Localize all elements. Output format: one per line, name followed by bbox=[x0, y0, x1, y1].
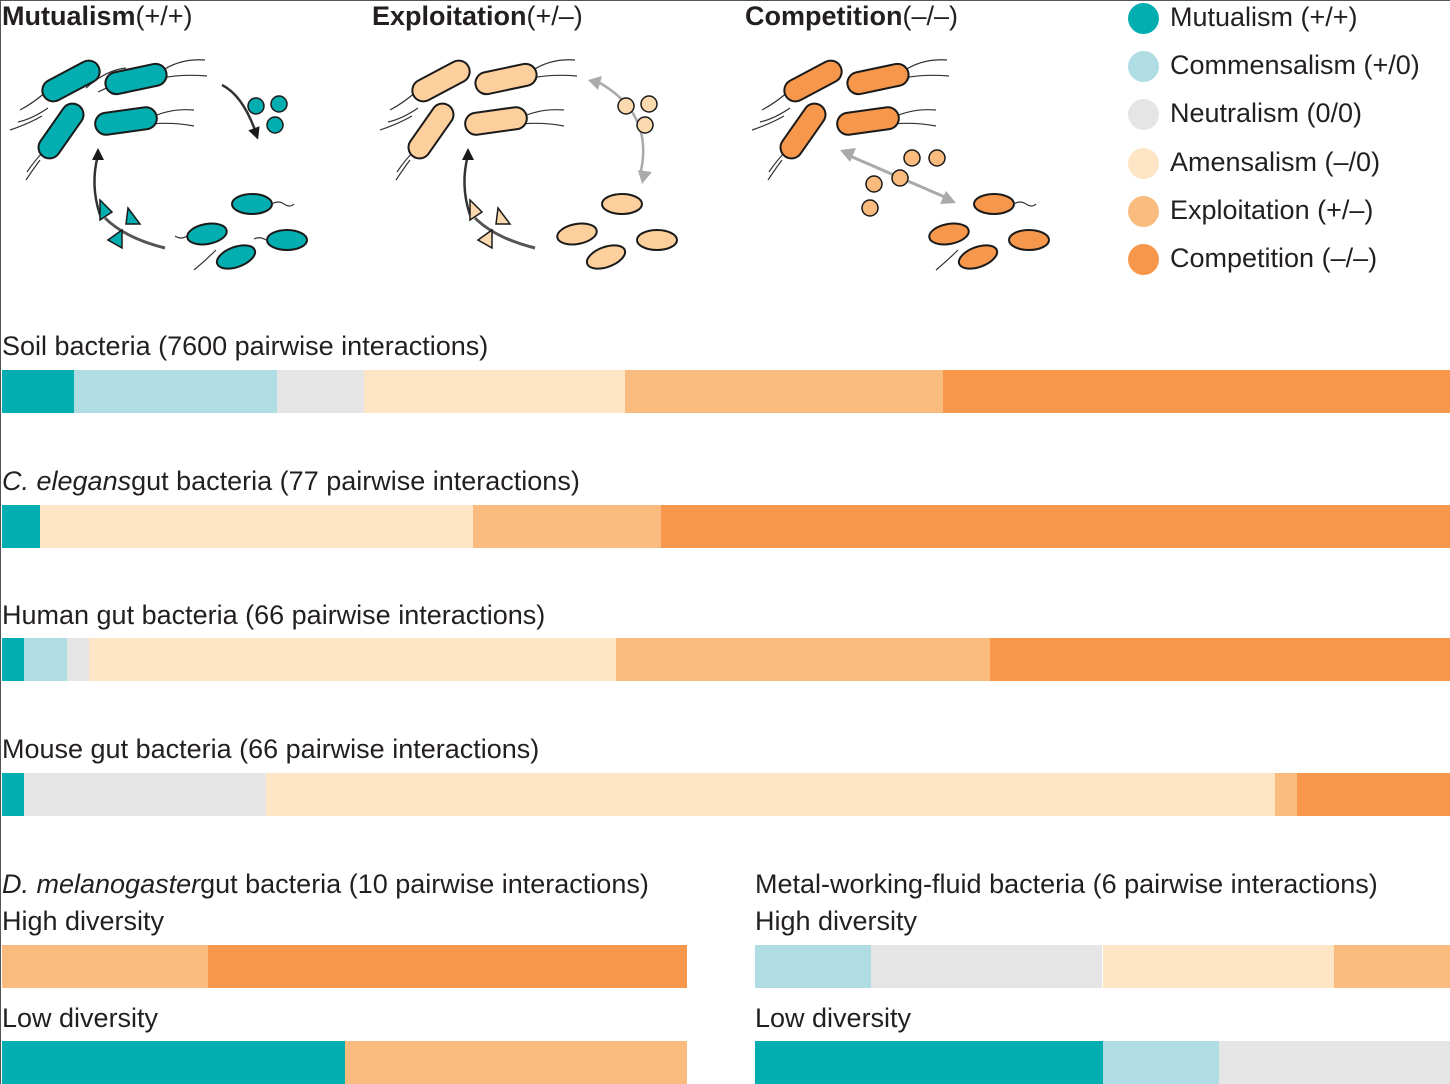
bar-segment-exploitation bbox=[1333, 945, 1450, 988]
bar-segment-neutralism bbox=[67, 638, 89, 681]
bar-segment-exploitation bbox=[344, 1041, 687, 1084]
bar-drosophila-low bbox=[2, 1041, 687, 1084]
bar-segment-competition bbox=[660, 505, 1450, 548]
bar-segment-neutralism bbox=[23, 773, 266, 816]
bar-human bbox=[2, 638, 1450, 681]
bar-segment-competition bbox=[989, 638, 1450, 681]
bar-segment-exploitation bbox=[1274, 773, 1297, 816]
legend-dot-mutualism bbox=[1128, 3, 1159, 34]
bar-segment-exploitation bbox=[624, 370, 944, 413]
bar-segment-mutualism bbox=[2, 505, 40, 548]
bar-segment-mutualism bbox=[2, 370, 75, 413]
exploitation-illustration bbox=[379, 59, 678, 270]
bar-soil bbox=[2, 370, 1450, 413]
bar-segment-commensalism bbox=[755, 945, 872, 988]
panel-title-mutualism: Mutualism(+/+) bbox=[2, 1, 193, 31]
bar-segment-neutralism bbox=[277, 370, 364, 413]
bar-label-human: Human gut bacteria (66 pairwise interact… bbox=[2, 600, 546, 630]
bar-mwf-high bbox=[755, 945, 1450, 988]
bar-segment-neutralism bbox=[1218, 1041, 1450, 1084]
bar-segment-commensalism bbox=[23, 638, 68, 681]
bar-segment-mutualism bbox=[2, 1041, 345, 1084]
bar-label-soil: Soil bacteria (7600 pairwise interaction… bbox=[2, 331, 489, 361]
bar-label-drosophila-high: High diversity bbox=[2, 906, 165, 936]
competition-illustration bbox=[751, 59, 1050, 271]
bar-label-mwf-high: High diversity bbox=[755, 906, 918, 936]
legend-dot-neutralism bbox=[1128, 99, 1159, 130]
legend-label: Amensalism (–/0) bbox=[1170, 147, 1381, 177]
group-title-d-melanogaster: D. melanogastergut bacteria (10 pairwise… bbox=[2, 869, 649, 899]
legend-dot-amensalism bbox=[1128, 148, 1159, 179]
bar-segment-competition bbox=[207, 945, 687, 988]
bar-c-elegans bbox=[2, 505, 1450, 548]
panel-title-competition: Competition(–/–) bbox=[745, 1, 959, 31]
mutualism-illustration bbox=[9, 59, 308, 271]
bar-label-mouse: Mouse gut bacteria (66 pairwise interact… bbox=[2, 734, 540, 764]
bar-segment-exploitation bbox=[615, 638, 990, 681]
bar-label-mwf-low: Low diversity bbox=[755, 1003, 912, 1033]
bar-segment-mutualism bbox=[2, 638, 24, 681]
bar-drosophila-high bbox=[2, 945, 687, 988]
bar-label-drosophila-low: Low diversity bbox=[2, 1003, 159, 1033]
legend-label: Mutualism (+/+) bbox=[1170, 2, 1358, 32]
bar-segment-competition bbox=[943, 370, 1450, 413]
bar-mwf-low bbox=[755, 1041, 1450, 1084]
bar-segment-amensalism bbox=[1102, 945, 1334, 988]
legend-dot-exploitation bbox=[1128, 196, 1159, 227]
bar-segment-competition bbox=[1296, 773, 1450, 816]
bar-segment-neutralism bbox=[871, 945, 1103, 988]
legend-label: Commensalism (+/0) bbox=[1170, 50, 1420, 80]
bar-segment-amensalism bbox=[265, 773, 1275, 816]
bar-mouse bbox=[2, 773, 1450, 816]
legend-label: Competition (–/–) bbox=[1170, 243, 1378, 273]
bar-segment-commensalism bbox=[74, 370, 278, 413]
bar-segment-amensalism bbox=[88, 638, 616, 681]
top-border bbox=[0, 0, 1450, 1]
group-title-metal-working-fluid: Metal-working-fluid bacteria (6 pairwise… bbox=[755, 869, 1378, 899]
legend-dot-commensalism bbox=[1128, 51, 1159, 82]
bar-segment-exploitation bbox=[2, 945, 208, 988]
legend-label: Exploitation (+/–) bbox=[1170, 195, 1374, 225]
bar-segment-exploitation bbox=[472, 505, 661, 548]
bar-segment-mutualism bbox=[2, 773, 24, 816]
bar-label-c-elegans: C. elegansgut bacteria (77 pairwise inte… bbox=[2, 466, 580, 496]
bar-segment-amensalism bbox=[39, 505, 473, 548]
left-border bbox=[0, 0, 1, 1084]
legend-dot-competition bbox=[1128, 244, 1159, 275]
legend-label: Neutralism (0/0) bbox=[1170, 98, 1363, 128]
panel-title-exploitation: Exploitation(+/–) bbox=[372, 1, 583, 31]
bar-segment-commensalism bbox=[1102, 1041, 1219, 1084]
bar-segment-amensalism bbox=[364, 370, 625, 413]
bar-segment-mutualism bbox=[755, 1041, 1103, 1084]
